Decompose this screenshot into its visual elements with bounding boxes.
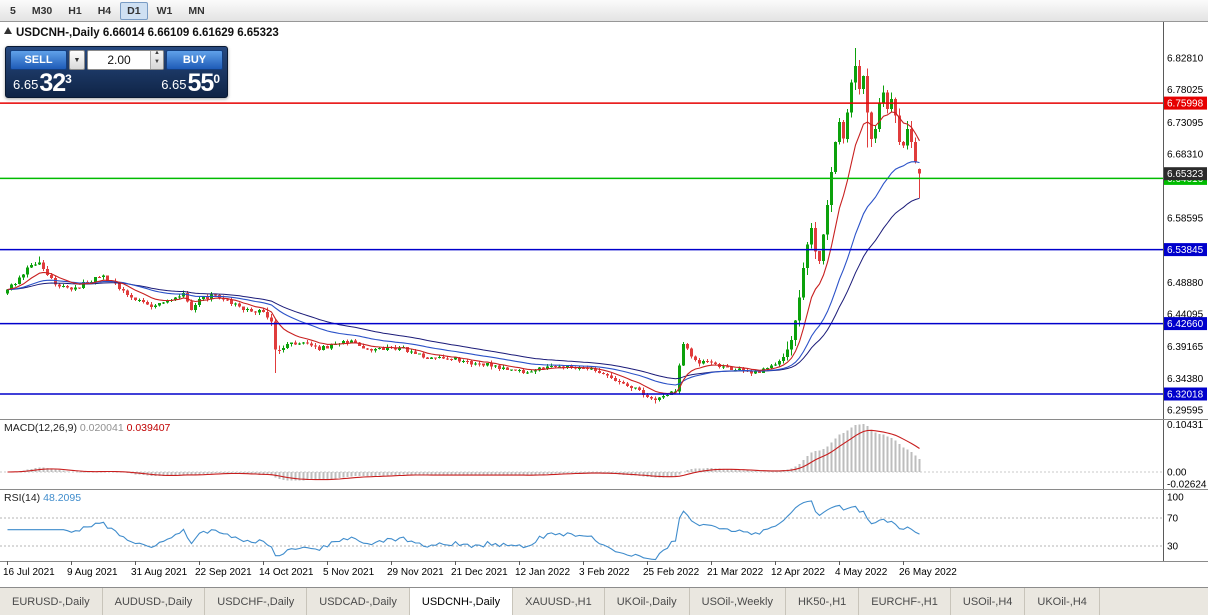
svg-text:5 Nov 2021: 5 Nov 2021 xyxy=(323,567,375,578)
svg-text:-0.02624: -0.02624 xyxy=(1167,479,1207,490)
svg-text:12 Jan 2022: 12 Jan 2022 xyxy=(515,567,570,578)
svg-text:6.58595: 6.58595 xyxy=(1167,214,1204,225)
symbol-tab-ukoilh4[interactable]: UKOil-,H4 xyxy=(1025,588,1100,615)
svg-text:6.53845: 6.53845 xyxy=(1167,245,1204,256)
symbol-tab-usdcaddaily[interactable]: USDCAD-,Daily xyxy=(307,588,410,615)
timeframe-button-w1[interactable]: W1 xyxy=(156,4,173,17)
svg-text:3 Feb 2022: 3 Feb 2022 xyxy=(579,567,630,578)
timeframe-button-5[interactable]: 5 xyxy=(10,4,16,17)
macd-signal-line xyxy=(7,429,920,481)
svg-text:6.78025: 6.78025 xyxy=(1167,85,1204,96)
trade-panel-controls: SELL ▼ ▲ ▼ BUY xyxy=(10,50,223,70)
ask-price: 6.65 55 0 xyxy=(161,69,220,97)
svg-text:14 Oct 2021: 14 Oct 2021 xyxy=(259,567,314,578)
chart-title: USDCNH-,Daily 6.66014 6.66109 6.61629 6.… xyxy=(16,27,279,39)
bid-price: 6.65 32 3 xyxy=(13,69,72,97)
symbol-tab-eurusddaily[interactable]: EURUSD-,Daily xyxy=(0,588,103,615)
symbol-tab-hk50h1[interactable]: HK50-,H1 xyxy=(786,588,860,615)
svg-text:6.32018: 6.32018 xyxy=(1167,389,1204,400)
timeframe-button-m30[interactable]: M30 xyxy=(31,4,53,17)
svg-text:31 Aug 2021: 31 Aug 2021 xyxy=(131,567,188,578)
trade-panel-prices: 6.65 32 3 6.65 55 0 xyxy=(10,70,223,96)
spinner-up-icon[interactable]: ▲ xyxy=(154,50,160,56)
symbol-tab-usdchfdaily[interactable]: USDCHF-,Daily xyxy=(205,588,308,615)
timeframe-toolbar: 5 M30 H1 H4 D1 W1 MN xyxy=(0,0,1208,22)
symbol-tab-usoilh4[interactable]: USOil-,H4 xyxy=(951,588,1026,615)
svg-text:6.39165: 6.39165 xyxy=(1167,342,1204,353)
svg-text:21 Dec 2021: 21 Dec 2021 xyxy=(451,567,508,578)
ma-line-fast xyxy=(7,111,920,395)
svg-text:100: 100 xyxy=(1167,493,1184,504)
svg-text:30: 30 xyxy=(1167,542,1179,553)
volume-input[interactable] xyxy=(88,51,150,69)
svg-text:22 Sep 2021: 22 Sep 2021 xyxy=(195,567,252,578)
svg-text:6.34380: 6.34380 xyxy=(1167,374,1204,385)
chevron-down-icon: ▼ xyxy=(73,56,81,64)
svg-text:9 Aug 2021: 9 Aug 2021 xyxy=(67,567,118,578)
svg-text:70: 70 xyxy=(1167,514,1179,525)
collapse-triangle-icon[interactable] xyxy=(4,27,12,34)
svg-text:21 Mar 2022: 21 Mar 2022 xyxy=(707,567,764,578)
timeframe-button-h1[interactable]: H1 xyxy=(68,4,82,17)
macd-label: MACD(12,26,9) 0.020041 0.039407 xyxy=(4,422,171,434)
symbol-tab-eurchfh1[interactable]: EURCHF-,H1 xyxy=(859,588,951,615)
svg-text:6.68310: 6.68310 xyxy=(1167,149,1204,160)
bid-big-digits: 32 xyxy=(39,69,66,97)
spinner-down-icon[interactable]: ▼ xyxy=(154,59,160,65)
symbol-tab-usoilweekly[interactable]: USOil-,Weekly xyxy=(690,588,786,615)
svg-text:6.42660: 6.42660 xyxy=(1167,319,1204,330)
svg-text:29 Nov 2021: 29 Nov 2021 xyxy=(387,567,444,578)
svg-text:26 May 2022: 26 May 2022 xyxy=(899,567,957,578)
timeframe-button-d1[interactable]: D1 xyxy=(120,1,148,20)
symbol-tab-usdcnhdaily[interactable]: USDCNH-,Daily xyxy=(409,588,514,615)
bid-pipette: 3 xyxy=(65,72,72,86)
symbol-tab-xauusdh1[interactable]: XAUUSD-,H1 xyxy=(513,588,605,615)
volume-field-wrap: ▲ ▼ xyxy=(87,50,164,70)
svg-text:12 Apr 2022: 12 Apr 2022 xyxy=(771,567,825,578)
chart-background xyxy=(0,22,1208,587)
bid-prefix: 6.65 xyxy=(13,77,39,92)
svg-text:0.00: 0.00 xyxy=(1167,468,1187,479)
svg-text:16 Jul 2021: 16 Jul 2021 xyxy=(3,567,55,578)
sell-button[interactable]: SELL xyxy=(10,50,67,70)
svg-text:6.75998: 6.75998 xyxy=(1167,99,1204,110)
chart-region: 6.82810 6.78025 6.73095 6.68310 6.58595 6.488… xyxy=(0,22,1208,587)
volume-spinner[interactable]: ▲ ▼ xyxy=(150,51,163,69)
svg-text:6.82810: 6.82810 xyxy=(1167,54,1204,65)
volume-preset-dropdown[interactable]: ▼ xyxy=(69,50,85,70)
svg-text:6.48880: 6.48880 xyxy=(1167,278,1204,289)
svg-text:6.44095: 6.44095 xyxy=(1167,310,1204,321)
timeframe-button-mn[interactable]: MN xyxy=(188,4,205,17)
svg-text:4 May 2022: 4 May 2022 xyxy=(835,567,888,578)
ask-prefix: 6.65 xyxy=(161,77,187,92)
svg-text:0.10431: 0.10431 xyxy=(1167,420,1204,431)
buy-button[interactable]: BUY xyxy=(166,50,223,70)
svg-text:6.29595: 6.29595 xyxy=(1167,406,1204,417)
price-chart-canvas[interactable]: 6.82810 6.78025 6.73095 6.68310 6.58595 6.488… xyxy=(0,22,1208,587)
symbol-tab-ukoildaily[interactable]: UKOil-,Daily xyxy=(605,588,690,615)
symbol-tab-audusddaily[interactable]: AUDUSD-,Daily xyxy=(103,588,206,615)
timeframe-button-h4[interactable]: H4 xyxy=(97,4,112,17)
symbol-tabs-bar: EURUSD-,Daily AUDUSD-,Daily USDCHF-,Daily U… xyxy=(0,587,1208,615)
rsi-line xyxy=(7,500,920,561)
svg-text:6.65323: 6.65323 xyxy=(1167,169,1204,180)
ma-line-slow xyxy=(7,161,920,386)
svg-text:25 Feb 2022: 25 Feb 2022 xyxy=(643,567,700,578)
rsi-label: RSI(14) 48.2095 xyxy=(4,492,81,504)
ask-big-digits: 55 xyxy=(187,69,215,97)
ask-pipette: 0 xyxy=(213,72,220,86)
svg-text:6.73095: 6.73095 xyxy=(1167,118,1204,129)
